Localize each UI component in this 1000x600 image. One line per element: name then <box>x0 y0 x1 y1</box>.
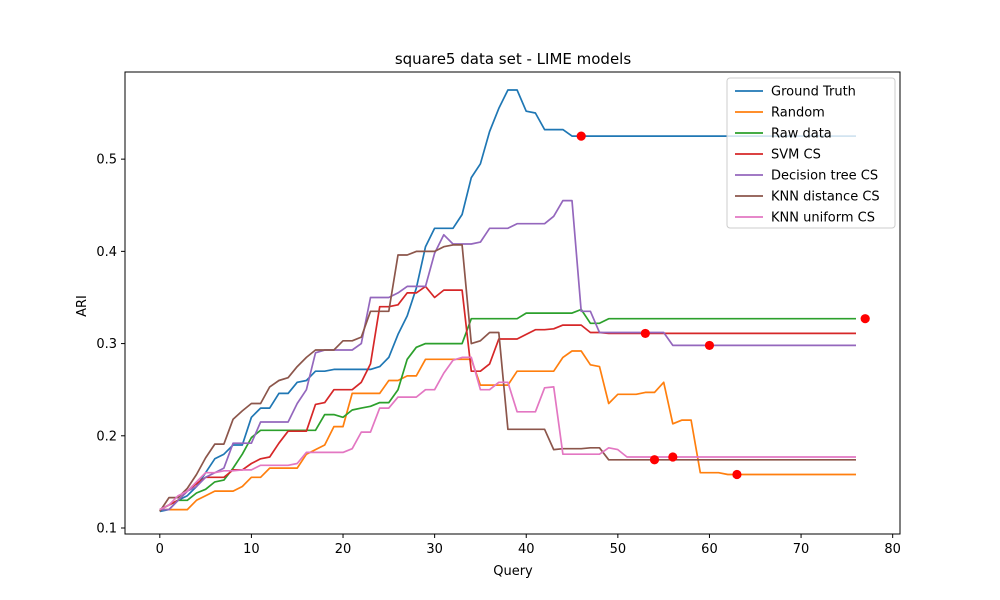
chart-title: square5 data set - LIME models <box>395 50 632 68</box>
legend-label-1: Random <box>771 106 825 121</box>
y-tick-label: 0.2 <box>96 429 117 444</box>
stop-marker-3 <box>668 452 678 462</box>
x-tick-label: 60 <box>701 542 718 557</box>
series-line-6 <box>159 356 856 511</box>
x-tick-label: 20 <box>335 542 352 557</box>
y-tick-label: 0.4 <box>96 245 117 260</box>
legend-box <box>726 77 896 229</box>
stop-marker-6 <box>860 314 870 324</box>
series-line-4 <box>159 199 856 511</box>
stop-marker-1 <box>640 328 650 339</box>
legend: Ground Truth Random Raw data SVM CS Decision… <box>726 77 896 229</box>
x-tick-label: 0 <box>156 542 164 557</box>
legend-label-2: Raw data <box>771 127 832 142</box>
series-line-2 <box>159 308 856 511</box>
x-tick-label: 30 <box>426 542 443 557</box>
stop-marker-0 <box>576 131 586 141</box>
legend-label-6: KNN uniform CS <box>771 211 875 226</box>
stop-marker-4 <box>704 340 715 351</box>
plot-area: 0 10 20 30 40 50 60 70 80 0.1 0.2 0.3 0.4 0.5 <box>96 71 901 557</box>
y-tick-label: 0.5 <box>96 153 117 168</box>
legend-label-4: Decision tree CS <box>771 169 878 184</box>
series-line-1 <box>159 350 856 511</box>
x-tick-label: 10 <box>243 542 260 557</box>
y-tick-label: 0.1 <box>96 522 117 537</box>
legend-label-5: KNN distance CS <box>771 190 880 205</box>
x-tick-label: 80 <box>884 542 901 557</box>
y-axis-title: ARI <box>75 295 90 317</box>
legend-label-3: SVM CS <box>771 148 821 163</box>
plot-frame <box>124 71 901 535</box>
x-tick-label: 50 <box>610 542 627 557</box>
series-line-5 <box>159 244 856 512</box>
stop-marker-5 <box>732 469 742 480</box>
y-tick-label: 0.3 <box>96 337 117 352</box>
stop-marker-2 <box>649 455 660 465</box>
x-tick-label: 40 <box>518 542 535 557</box>
legend-label-0: Ground Truth <box>771 85 856 100</box>
x-axis-title: Query <box>493 564 533 579</box>
x-tick-label: 70 <box>793 542 810 557</box>
